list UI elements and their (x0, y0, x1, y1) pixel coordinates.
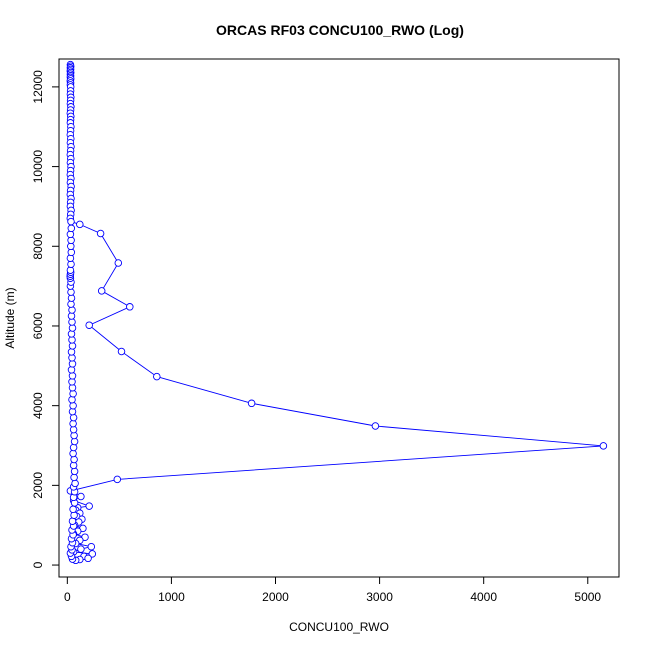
y-tick-label: 6000 (31, 312, 45, 339)
x-axis-label: CONCU100_RWO (289, 620, 389, 634)
x-tick-label: 1000 (158, 590, 185, 604)
chart-title: ORCAS RF03 CONCU100_RWO (Log) (216, 22, 464, 38)
data-point (96, 229, 105, 238)
x-tick-label: 3000 (366, 590, 393, 604)
data-point (67, 236, 75, 245)
data-point (85, 321, 93, 329)
data-point (66, 230, 75, 239)
data-point (113, 475, 122, 484)
data-point (76, 220, 84, 229)
data-point (77, 492, 85, 501)
x-tick-label: 5000 (574, 590, 601, 604)
x-tick-label: 0 (64, 590, 71, 604)
x-axis: 0 1000 2000 3000 4000 5000 (64, 576, 601, 604)
data-point (69, 443, 78, 452)
data-point (153, 372, 161, 381)
data-point (69, 401, 77, 410)
y-tick-label: 10000 (31, 150, 45, 184)
data-point (599, 442, 608, 450)
x-tick-label: 2000 (262, 590, 289, 604)
data-point (114, 259, 123, 267)
y-axis: 0 2000 4000 6000 8000 10000 12000 (31, 70, 60, 568)
data-point (67, 366, 76, 374)
y-tick-label: 0 (31, 561, 45, 568)
data-point (71, 479, 79, 488)
data-point (117, 347, 126, 356)
data-point (67, 348, 76, 356)
data-point (70, 467, 79, 476)
data-point (68, 517, 77, 525)
data-point (69, 413, 78, 422)
data-point (247, 399, 256, 408)
data-point (67, 217, 75, 226)
data-point (69, 505, 77, 514)
series-layer (66, 60, 608, 565)
data-point (88, 550, 97, 558)
data-point (77, 545, 85, 553)
y-tick-label: 8000 (31, 233, 45, 260)
data-point (84, 554, 92, 563)
y-tick-label: 12000 (31, 70, 45, 104)
y-tick-label: 2000 (31, 472, 45, 499)
data-point (126, 303, 134, 311)
y-tick-label: 4000 (31, 392, 45, 419)
data-point (371, 422, 380, 430)
y-axis-label: Altitude (m) (3, 287, 17, 348)
data-point (67, 224, 76, 233)
data-point (68, 372, 77, 380)
x-tick-label: 4000 (470, 590, 497, 604)
data-point (87, 542, 96, 551)
data-point (85, 502, 93, 510)
data-point (68, 395, 76, 404)
data-point (97, 287, 106, 295)
data-point (70, 455, 78, 464)
